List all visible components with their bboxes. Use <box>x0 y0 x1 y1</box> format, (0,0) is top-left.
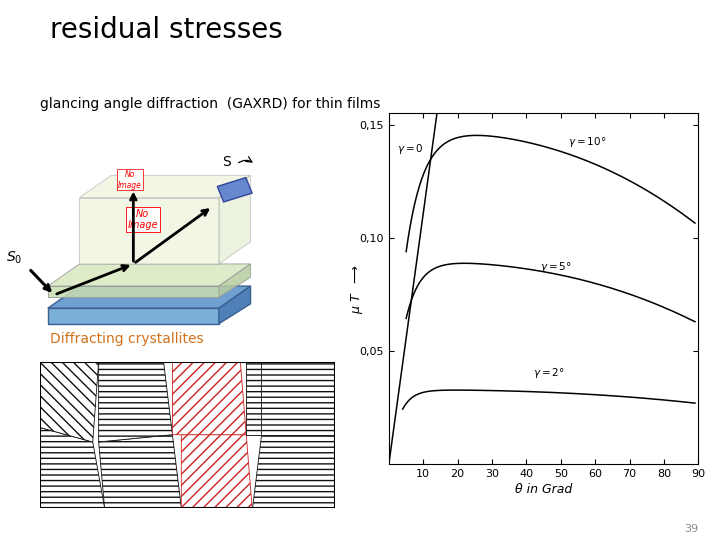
Polygon shape <box>246 362 335 435</box>
Polygon shape <box>99 362 172 442</box>
Polygon shape <box>219 176 251 264</box>
Text: μ T  $\longrightarrow$: μ T $\longrightarrow$ <box>348 264 364 314</box>
Polygon shape <box>99 435 181 508</box>
Polygon shape <box>217 178 252 202</box>
Text: residual stresses: residual stresses <box>50 16 283 44</box>
Text: $\gamma = 10°$: $\gamma = 10°$ <box>567 135 606 149</box>
Text: $\gamma = 0$: $\gamma = 0$ <box>397 142 424 156</box>
Polygon shape <box>79 198 219 264</box>
Polygon shape <box>172 362 246 435</box>
Text: S: S <box>222 155 231 168</box>
Polygon shape <box>219 264 251 297</box>
Text: Diffracting crystallites: Diffracting crystallites <box>50 332 204 346</box>
Text: $\gamma = 2°$: $\gamma = 2°$ <box>534 366 565 380</box>
Text: No
Image: No Image <box>127 209 158 231</box>
Polygon shape <box>40 362 99 442</box>
Text: $S_0$: $S_0$ <box>6 250 22 266</box>
Polygon shape <box>79 176 251 198</box>
Polygon shape <box>48 308 219 324</box>
Polygon shape <box>181 435 252 508</box>
Text: glancing angle diffraction  (GAXRD) for thin films: glancing angle diffraction (GAXRD) for t… <box>40 97 380 111</box>
Polygon shape <box>48 264 251 286</box>
Text: $\gamma = 5°$: $\gamma = 5°$ <box>540 260 572 274</box>
Text: 39: 39 <box>684 524 698 534</box>
Polygon shape <box>252 435 335 508</box>
Polygon shape <box>219 286 251 324</box>
Polygon shape <box>48 286 251 308</box>
X-axis label: θ in Grad: θ in Grad <box>515 483 572 496</box>
Text: No
Image: No Image <box>118 170 142 190</box>
Polygon shape <box>261 362 335 435</box>
Polygon shape <box>40 428 104 508</box>
Polygon shape <box>48 286 219 297</box>
